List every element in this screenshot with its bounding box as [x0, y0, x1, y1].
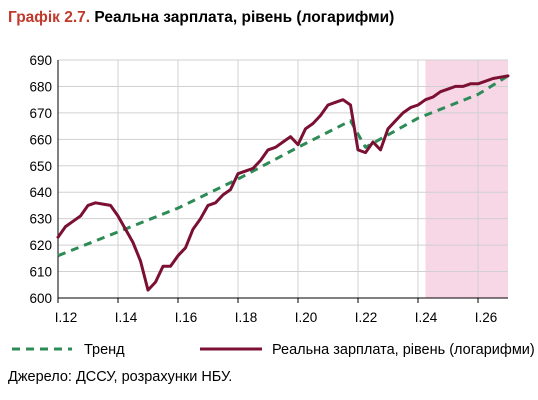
chart-title-text: Реальна зарплата, рівень (логарифми): [94, 9, 395, 26]
x-tick-label: I.26: [475, 310, 498, 325]
chart-title-prefix: Графік 2.7.: [8, 9, 91, 26]
x-tick-label: I.20: [295, 310, 318, 325]
y-tick-label: 660: [29, 132, 52, 147]
y-tick-label: 650: [29, 159, 52, 174]
x-tick-label: I.18: [235, 310, 258, 325]
y-tick-label: 610: [29, 265, 52, 280]
chart-title: Графік 2.7. Реальна зарплата, рівень (ло…: [8, 9, 394, 27]
x-tick-label: I.22: [355, 310, 378, 325]
chart-source-note: Джерело: ДССУ, розрахунки НБУ.: [8, 369, 233, 385]
y-tick-label: 620: [29, 238, 52, 253]
y-tick-label: 680: [29, 79, 52, 94]
x-tick-label: I.24: [415, 310, 438, 325]
y-tick-label: 630: [29, 212, 52, 227]
legend-label-trend: Тренд: [84, 342, 125, 358]
x-tick-label: I.16: [175, 310, 198, 325]
legend-label-real-wage: Реальна зарплата, рівень (логарифми): [272, 342, 535, 358]
x-tick-label: I.14: [115, 310, 138, 325]
real-wage-series-line: [56, 74, 510, 292]
y-tick-label: 690: [29, 53, 52, 68]
y-tick-label: 600: [29, 291, 52, 306]
x-tick-label: I.12: [55, 310, 78, 325]
y-tick-label: 640: [29, 185, 52, 200]
forecast-shading: [425, 60, 508, 298]
y-tick-label: 670: [29, 106, 52, 121]
